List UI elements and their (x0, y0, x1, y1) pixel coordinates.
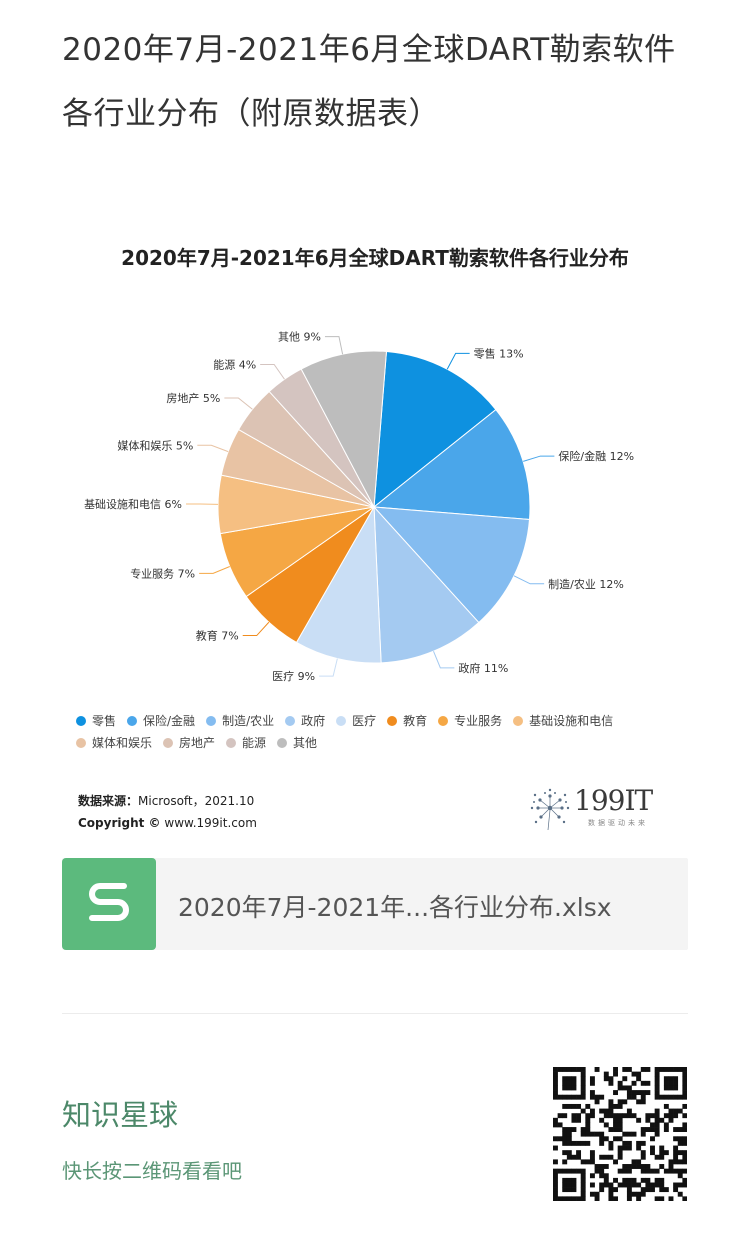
copyright-label: Copyright © (78, 816, 161, 830)
legend-item: 制造/农业 (206, 710, 274, 732)
legend-swatch (277, 738, 288, 748)
source-value: Microsoft，2021.10 (138, 794, 255, 808)
leader-line (513, 575, 545, 585)
leader-line (446, 352, 470, 370)
data-label: 保险/金融 12% (558, 449, 634, 463)
legend-label: 政府 (301, 714, 326, 728)
data-label: 制造/农业 12% (548, 577, 624, 591)
legend-label: 基础设施和电信 (529, 714, 614, 728)
qr-code[interactable] (553, 1067, 687, 1201)
source-label: 数据来源： (78, 794, 139, 808)
data-label: 专业服务 7% (130, 566, 195, 580)
legend-item: 基础设施和电信 (513, 710, 613, 732)
legend-label: 医疗 (352, 714, 377, 728)
leader-line (433, 651, 455, 669)
legend-item: 房地产 (163, 732, 215, 754)
leader-line (324, 336, 344, 355)
chart-legend: 零售 保险/金融 制造/农业 政府 医疗 教育 专业服务 基础设施和电信媒体和娱乐 房地产 能源 其… (76, 710, 676, 754)
promo-title: 知识星球 (62, 1098, 179, 1132)
leader-line (319, 658, 338, 677)
leader-line (242, 621, 270, 637)
legend-item: 医疗 (336, 710, 376, 732)
data-label: 基础设施和电信 6% (84, 498, 182, 511)
legend-label: 媒体和娱乐 (92, 736, 153, 750)
leader-line (260, 363, 285, 380)
leader-line (224, 397, 253, 410)
source-block: 数据来源：Microsoft，2021.10 Copyright © www.1… (78, 790, 257, 834)
attachment-filename[interactable]: 2020年7月-2021年...各行业分布.xlsx (178, 893, 612, 922)
pie-slice (300, 350, 388, 509)
leader-line (197, 444, 229, 453)
legend-label: 其他 (293, 736, 318, 750)
legend-swatch (336, 716, 347, 726)
data-label: 医疗 9% (272, 669, 315, 683)
brand-name: 199IT (574, 784, 653, 817)
legend-item: 零售 (76, 710, 116, 732)
data-label: 零售 13% (474, 346, 524, 360)
legend-swatch (387, 716, 398, 726)
data-label: 政府 11% (458, 661, 508, 675)
legend-swatch (226, 738, 237, 748)
brand-logo: 199IT 数据驱动未来 (528, 782, 678, 832)
legend-swatch (285, 716, 296, 726)
legend-swatch (127, 716, 138, 726)
pie-slice (372, 408, 531, 521)
post-title: 2020年7月-2021年6月全球DART勒索软件各行业分布（附原数据表） (62, 32, 676, 132)
data-label: 能源 4% (213, 357, 256, 371)
legend-swatch (76, 738, 86, 748)
legend-label: 房地产 (179, 736, 216, 750)
data-label: 其他 9% (278, 331, 321, 344)
leader-line (199, 566, 230, 574)
pie-slice (373, 505, 480, 664)
pie-slice (372, 506, 531, 624)
legend-item: 能源 (226, 732, 266, 754)
legend-item: 保险/金融 (127, 710, 195, 732)
spreadsheet-icon (62, 858, 156, 950)
data-label: 房地产 5% (166, 391, 220, 405)
legend-label: 能源 (242, 736, 267, 750)
legend-label: 专业服务 (454, 714, 503, 728)
legend-swatch (163, 738, 174, 748)
leader-line (523, 455, 555, 462)
legend-item: 教育 (387, 710, 427, 732)
pie-slice (295, 505, 382, 664)
chart-title: 2020年7月-2021年6月全球DART勒索软件各行业分布 (121, 246, 629, 270)
legend-label: 教育 (403, 714, 428, 728)
legend-swatch (438, 716, 449, 726)
dandelion-icon (530, 788, 570, 830)
data-label: 媒体和娱乐 5% (117, 438, 193, 452)
legend-label: 零售 (92, 714, 117, 728)
legend-item: 政府 (285, 710, 325, 732)
divider (62, 1013, 688, 1014)
pie-chart: 零售 13% 保险/金融 12% 制造/农业 12% 政府 11% 医疗 9% 教育 7%… (84, 331, 634, 684)
legend-swatch (513, 716, 524, 726)
pie-slice (373, 350, 497, 509)
legend-swatch (76, 716, 86, 726)
data-label: 教育 7% (196, 629, 239, 643)
legend-label: 保险/金融 (143, 714, 196, 728)
chart-image: 零售 13% 保险/金融 12% 制造/农业 12% 政府 11% 医疗 9% 教育 7%… (62, 222, 688, 842)
spreadsheet-s-icon (89, 883, 129, 921)
legend-label: 制造/农业 (222, 714, 275, 728)
legend-item: 媒体和娱乐 (76, 732, 152, 754)
legend-swatch (206, 716, 217, 726)
copyright-value: www.199it.com (164, 816, 257, 830)
legend-item: 其他 (277, 732, 317, 754)
legend-item: 专业服务 (438, 710, 502, 732)
brand-slogan: 数据驱动未来 (588, 819, 648, 827)
promo-subtitle: 快长按二维码看看吧 (62, 1159, 242, 1183)
attachment-card[interactable]: 2020年7月-2021年...各行业分布.xlsx (62, 858, 688, 950)
